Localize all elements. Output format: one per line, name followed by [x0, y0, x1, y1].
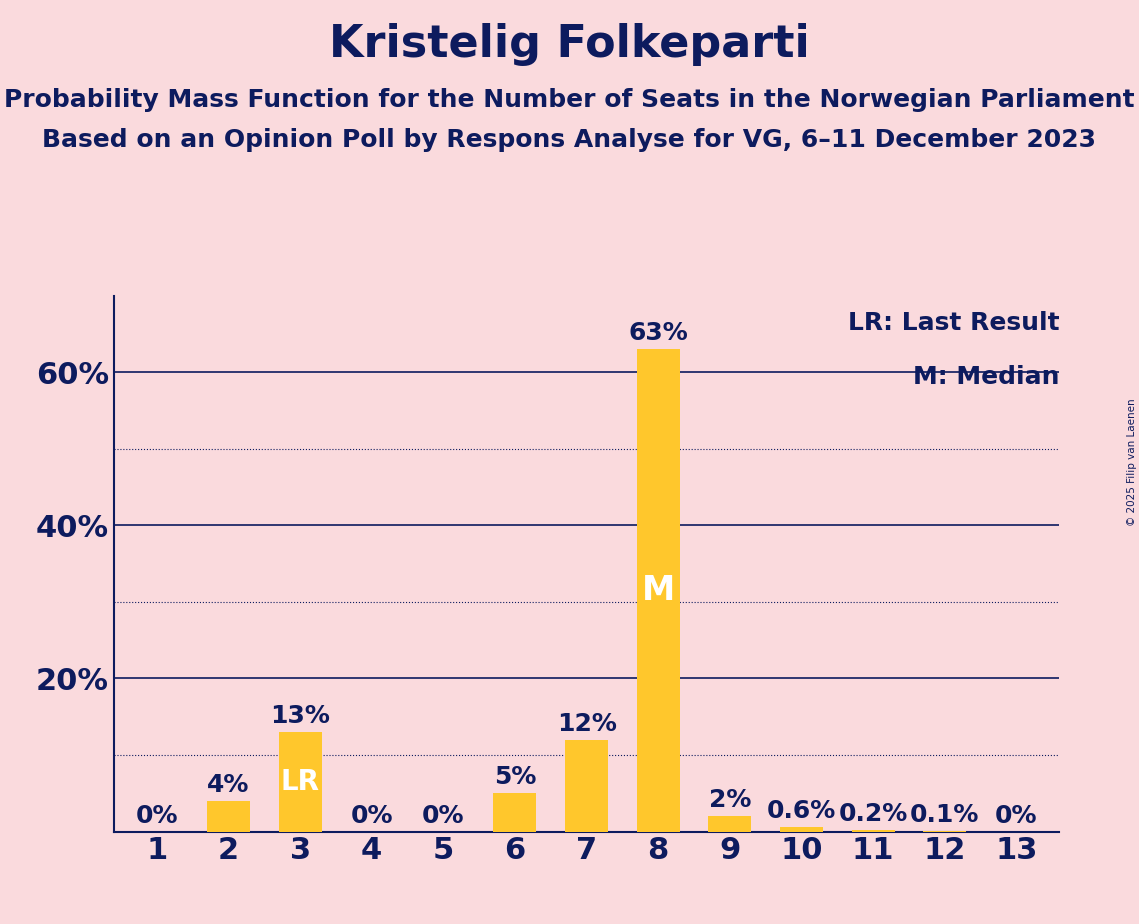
Bar — [565, 740, 608, 832]
Bar — [493, 794, 536, 832]
Bar — [637, 349, 680, 832]
Bar — [207, 801, 249, 832]
Text: 12%: 12% — [557, 711, 616, 736]
Text: LR: Last Result: LR: Last Result — [847, 311, 1059, 335]
Text: 0.1%: 0.1% — [910, 803, 980, 827]
Text: 5%: 5% — [494, 765, 536, 789]
Text: 0%: 0% — [423, 804, 465, 828]
Text: 63%: 63% — [629, 322, 688, 346]
Text: 0%: 0% — [351, 804, 393, 828]
Text: M: Median: M: Median — [912, 365, 1059, 389]
Bar — [708, 816, 752, 832]
Text: © 2025 Filip van Laenen: © 2025 Filip van Laenen — [1126, 398, 1137, 526]
Bar — [852, 830, 894, 832]
Text: 0.6%: 0.6% — [767, 799, 836, 823]
Text: LR: LR — [280, 768, 320, 796]
Text: 0.2%: 0.2% — [838, 802, 908, 826]
Text: 13%: 13% — [270, 704, 330, 728]
Text: Kristelig Folkeparti: Kristelig Folkeparti — [329, 23, 810, 67]
Text: 0%: 0% — [995, 804, 1038, 828]
Bar — [780, 827, 822, 832]
Bar — [279, 732, 321, 832]
Text: 2%: 2% — [708, 788, 751, 812]
Text: M: M — [641, 574, 674, 607]
Text: Based on an Opinion Poll by Respons Analyse for VG, 6–11 December 2023: Based on an Opinion Poll by Respons Anal… — [42, 128, 1097, 152]
Text: 4%: 4% — [207, 773, 249, 797]
Text: Probability Mass Function for the Number of Seats in the Norwegian Parliament: Probability Mass Function for the Number… — [5, 88, 1134, 112]
Text: 0%: 0% — [136, 804, 178, 828]
